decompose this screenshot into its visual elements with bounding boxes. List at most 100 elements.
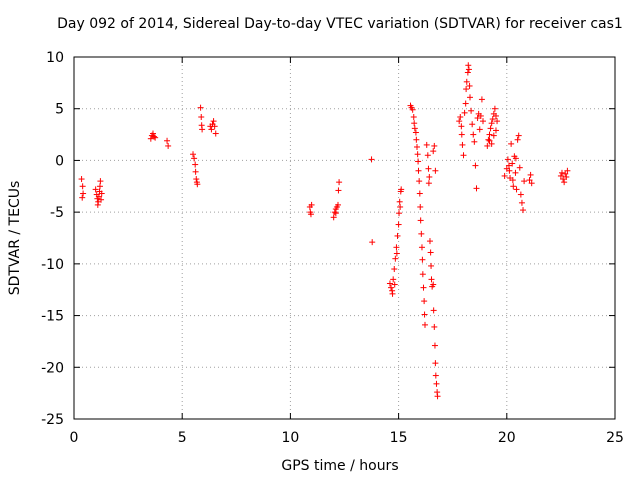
data-point-marker <box>369 239 376 246</box>
data-point-marker <box>391 266 398 273</box>
y-axis-label: SDTVAR / TECUs <box>7 181 23 296</box>
data-point-marker <box>474 115 481 122</box>
x-tick-label: 5 <box>178 430 187 446</box>
data-point-marker <box>199 126 206 133</box>
data-point-marker <box>509 177 516 184</box>
y-tick-label: -20 <box>41 360 64 376</box>
data-point-marker <box>386 280 393 287</box>
data-point-marker <box>460 152 467 159</box>
data-point-marker <box>521 178 528 185</box>
data-point-marker <box>79 183 86 190</box>
data-point-marker <box>97 178 104 185</box>
data-point-marker <box>410 113 417 120</box>
data-point-marker <box>388 284 395 291</box>
data-point-marker <box>78 176 85 183</box>
data-point-marker <box>509 160 516 167</box>
data-point-marker <box>165 142 172 149</box>
data-point-marker <box>419 271 426 278</box>
data-point-marker <box>558 169 565 176</box>
data-point-marker <box>427 249 434 256</box>
data-point-marker <box>527 171 534 178</box>
y-tick-label: 0 <box>55 153 64 169</box>
data-point-marker <box>504 156 511 163</box>
plot-frame <box>73 56 616 420</box>
data-point-marker <box>191 155 198 162</box>
data-point-marker <box>501 172 508 179</box>
data-point-marker <box>421 298 428 305</box>
data-point-marker <box>477 112 484 119</box>
data-point-marker <box>332 210 339 217</box>
data-point-marker <box>430 148 437 155</box>
data-point-marker <box>417 217 424 224</box>
data-point-marker <box>409 106 416 113</box>
data-point-marker <box>411 125 418 132</box>
data-point-marker <box>488 140 495 147</box>
data-point-marker <box>431 323 438 330</box>
data-point-marker <box>151 133 158 140</box>
data-point-marker <box>494 118 501 125</box>
data-point-marker <box>335 201 342 208</box>
data-point-marker <box>471 138 478 145</box>
data-point-marker <box>505 162 512 169</box>
y-tick-label: 10 <box>46 50 64 66</box>
x-tick-label: 0 <box>70 430 79 446</box>
data-point-marker <box>330 214 337 221</box>
data-point-marker <box>526 177 533 184</box>
data-point-marker <box>331 209 338 216</box>
data-point-marker <box>420 284 427 291</box>
data-point-marker <box>413 136 420 143</box>
data-point-marker <box>458 123 465 130</box>
data-point-marker <box>479 118 486 125</box>
data-point-marker <box>478 96 485 103</box>
data-point-marker <box>194 181 201 188</box>
data-point-marker <box>472 162 479 169</box>
data-point-marker <box>508 140 515 147</box>
data-point-marker <box>396 210 403 217</box>
data-point-marker <box>80 190 87 197</box>
data-point-marker <box>510 183 517 190</box>
data-point-marker <box>468 107 475 114</box>
data-point-marker <box>190 151 197 158</box>
data-point-marker <box>461 109 468 116</box>
data-point-marker <box>418 244 425 251</box>
data-point-marker <box>563 173 570 180</box>
data-point-marker <box>486 137 493 144</box>
data-point-marker <box>459 141 466 148</box>
data-point-marker <box>95 193 102 200</box>
data-point-marker <box>391 281 398 288</box>
data-point-marker <box>432 372 439 379</box>
data-point-marker <box>395 221 402 228</box>
data-point-marker <box>425 165 432 172</box>
data-point-marker <box>416 190 423 197</box>
data-point-marker <box>515 132 522 139</box>
data-point-marker <box>393 250 400 257</box>
data-point-marker <box>393 244 400 251</box>
data-point-marker <box>149 130 156 137</box>
data-point-marker <box>98 196 105 203</box>
data-point-marker <box>335 187 342 194</box>
data-point-marker <box>463 78 470 85</box>
gridlines <box>74 57 615 419</box>
data-point-marker <box>512 169 519 176</box>
data-point-marker <box>512 155 519 162</box>
y-tick-label: -25 <box>41 412 64 428</box>
data-point-marker <box>210 118 217 125</box>
data-point-marker <box>464 69 471 76</box>
data-point-marker <box>207 123 214 130</box>
data-point-marker <box>557 172 564 179</box>
data-point-marker <box>152 134 159 141</box>
y-tick-label: -5 <box>50 205 64 221</box>
data-point-marker <box>415 167 422 174</box>
data-point-marker <box>413 143 420 150</box>
data-point-marker <box>208 126 215 133</box>
chart-title: Day 092 of 2014, Sidereal Day-to-day VTE… <box>57 16 623 32</box>
data-point-marker <box>164 137 171 144</box>
data-point-marker <box>431 342 438 349</box>
data-point-marker <box>516 164 523 171</box>
data-point-marker <box>192 161 199 168</box>
data-point-marker <box>518 199 525 206</box>
data-point-marker <box>426 173 433 180</box>
data-point-marker <box>487 125 494 132</box>
data-point-marker <box>463 86 470 93</box>
data-point-marker <box>397 203 404 210</box>
